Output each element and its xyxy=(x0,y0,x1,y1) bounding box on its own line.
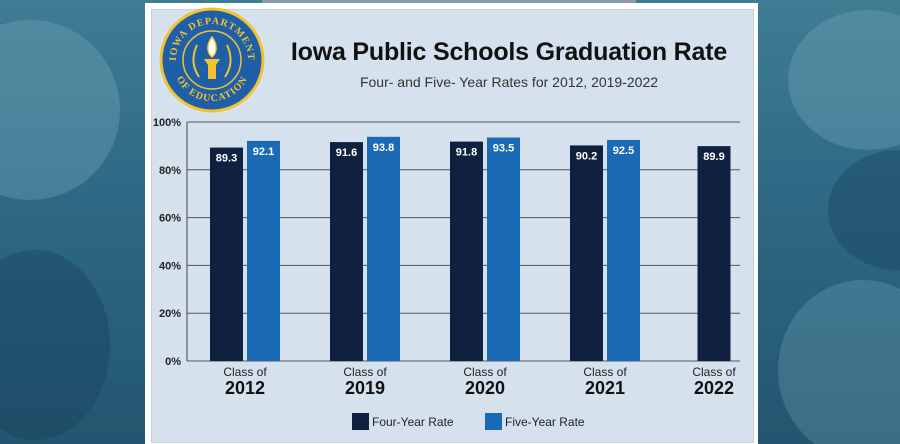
legend-swatch xyxy=(485,413,502,430)
data-label: 91.6 xyxy=(336,147,357,159)
y-tick-label: 80% xyxy=(159,165,181,177)
bar-four-year-2021 xyxy=(570,145,603,361)
data-label: 92.1 xyxy=(253,146,274,158)
bar-five-year-2021 xyxy=(607,139,640,361)
legend-item-four-year: Four-Year Rate xyxy=(352,413,454,430)
data-label: 90.2 xyxy=(576,150,597,162)
y-tick-label: 20% xyxy=(159,308,181,320)
category-label-year: 2021 xyxy=(585,378,625,398)
background-left xyxy=(0,0,145,444)
background-right xyxy=(758,0,900,444)
data-label: 93.5 xyxy=(493,143,514,155)
category-label-prefix: Class of xyxy=(223,365,267,379)
data-label: 89.3 xyxy=(216,153,237,165)
category-label-prefix: Class of xyxy=(583,365,627,379)
chart-title: Iowa Public Schools Graduation Rate xyxy=(290,38,728,66)
bar-five-year-2019 xyxy=(367,136,400,361)
top-strip xyxy=(262,0,636,3)
chart-card: IOWA DEPARTMENT OF EDUCATION Iowa Public… xyxy=(145,3,758,444)
category-label-prefix: Class of xyxy=(343,365,387,379)
legend-label: Four-Year Rate xyxy=(372,414,454,429)
y-tick-label: 0% xyxy=(165,356,181,368)
y-tick-label: 60% xyxy=(159,213,181,225)
data-label: 93.8 xyxy=(373,142,394,154)
category-label-prefix: Class of xyxy=(692,365,736,379)
bar-five-year-2020 xyxy=(487,137,520,361)
category-label-prefix: Class of xyxy=(463,365,507,379)
legend-item-five-year: Five-Year Rate xyxy=(485,413,585,430)
category-label-year: 2019 xyxy=(345,378,385,398)
y-tick-label: 100% xyxy=(153,117,181,129)
bar-four-year-2022 xyxy=(697,146,731,361)
chart-subtitle: Four- and Five- Year Rates for 2012, 201… xyxy=(359,74,659,90)
data-label: 91.8 xyxy=(456,147,477,159)
bar-four-year-2012 xyxy=(210,147,243,361)
legend-swatch xyxy=(352,413,369,430)
category-label-year: 2020 xyxy=(465,378,505,398)
bar-four-year-2020 xyxy=(450,141,483,361)
y-tick-label: 40% xyxy=(159,260,181,272)
data-label: 92.5 xyxy=(613,145,634,157)
category-label-year: 2012 xyxy=(225,378,265,398)
category-label-year: 2022 xyxy=(694,378,734,398)
bar-five-year-2012 xyxy=(247,140,280,361)
data-label: 89.9 xyxy=(703,151,724,163)
bar-four-year-2019 xyxy=(330,142,363,361)
legend-label: Five-Year Rate xyxy=(505,414,585,429)
iowa-education-seal-icon: IOWA DEPARTMENT OF EDUCATION xyxy=(159,7,265,113)
